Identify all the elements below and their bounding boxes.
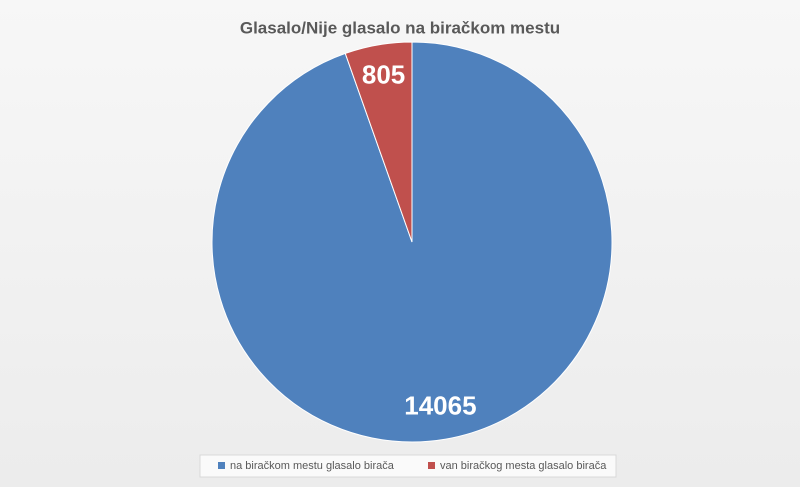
legend-label: na biračkom mestu glasalo birača	[230, 460, 395, 472]
legend-swatch	[428, 462, 435, 469]
legend-box	[199, 454, 617, 478]
data-label: 805	[362, 59, 405, 89]
data-label: 14065	[404, 390, 476, 420]
pie-slice	[344, 41, 413, 243]
legend-label: van biračkog mesta glasalo birača	[440, 460, 607, 472]
legend-swatch	[218, 462, 225, 469]
chart-title: Glasalo/Nije glasalo na biračkom mestu	[240, 18, 560, 37]
